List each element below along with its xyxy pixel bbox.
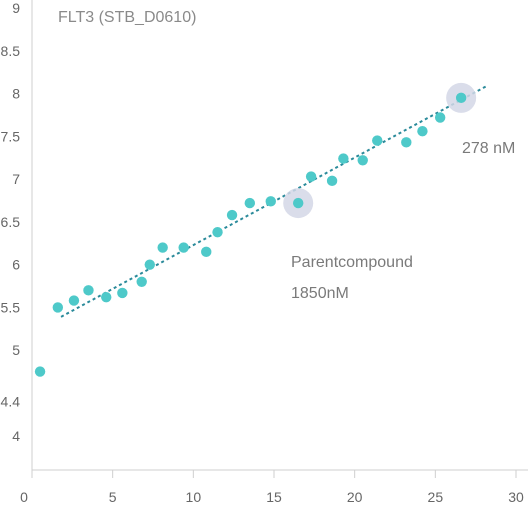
chart-title: FLT3 (STB_D0610)	[58, 9, 196, 26]
x-tick-label: 15	[266, 489, 282, 505]
y-tick-label: 8	[12, 86, 20, 102]
data-point	[338, 153, 349, 164]
data-point	[68, 295, 80, 306]
y-tick-label: 6.5	[1, 214, 21, 230]
data-point	[357, 155, 368, 166]
x-tick-label: 0	[20, 489, 28, 505]
x-tick-label: 30	[508, 489, 524, 505]
data-point	[52, 302, 64, 313]
data-point	[136, 276, 147, 287]
data-point	[455, 92, 467, 104]
data-point	[157, 242, 168, 253]
y-tick-label: 7.5	[1, 128, 21, 144]
data-point	[417, 126, 428, 137]
data-point	[212, 226, 223, 238]
x-tick-label: 10	[186, 489, 202, 505]
data-point	[144, 259, 155, 270]
y-tick-label: 8.5	[1, 43, 21, 59]
data-point	[401, 137, 412, 148]
data-point	[34, 366, 46, 377]
data-point	[372, 135, 383, 146]
data-point	[83, 285, 94, 296]
y-tick-label: 9	[12, 0, 20, 16]
data-point	[305, 171, 317, 182]
data-point	[226, 209, 238, 221]
x-tick-label: 25	[428, 489, 444, 505]
data-point	[117, 287, 128, 299]
y-tick-label: 6	[12, 257, 20, 273]
data-point	[244, 197, 255, 209]
labels-layer: FLT3 (STB_D0610) Parentcompound 1850nM 278…	[58, 9, 515, 302]
parent-compound-label: Parentcompound	[291, 254, 413, 271]
x-tick-label: 5	[109, 489, 117, 505]
data-point	[293, 197, 304, 209]
data-point	[101, 291, 112, 303]
y-tick-label: 7	[12, 171, 20, 187]
y-tick-label: 5	[12, 342, 20, 358]
data-point	[326, 175, 338, 187]
y-tick-label: 5.5	[1, 299, 21, 315]
points-layer	[34, 92, 467, 377]
highlight-layer	[283, 82, 477, 219]
y-tick-label: 4	[12, 428, 20, 444]
data-point	[201, 246, 212, 258]
data-point	[434, 112, 446, 123]
best-compound-label: 278 nM	[462, 140, 515, 157]
x-tick-label: 20	[347, 489, 363, 505]
y-tick-label: 4.4	[1, 394, 21, 410]
parent-compound-label: 1850nM	[291, 285, 349, 302]
data-point	[178, 242, 189, 253]
data-point	[265, 196, 276, 207]
